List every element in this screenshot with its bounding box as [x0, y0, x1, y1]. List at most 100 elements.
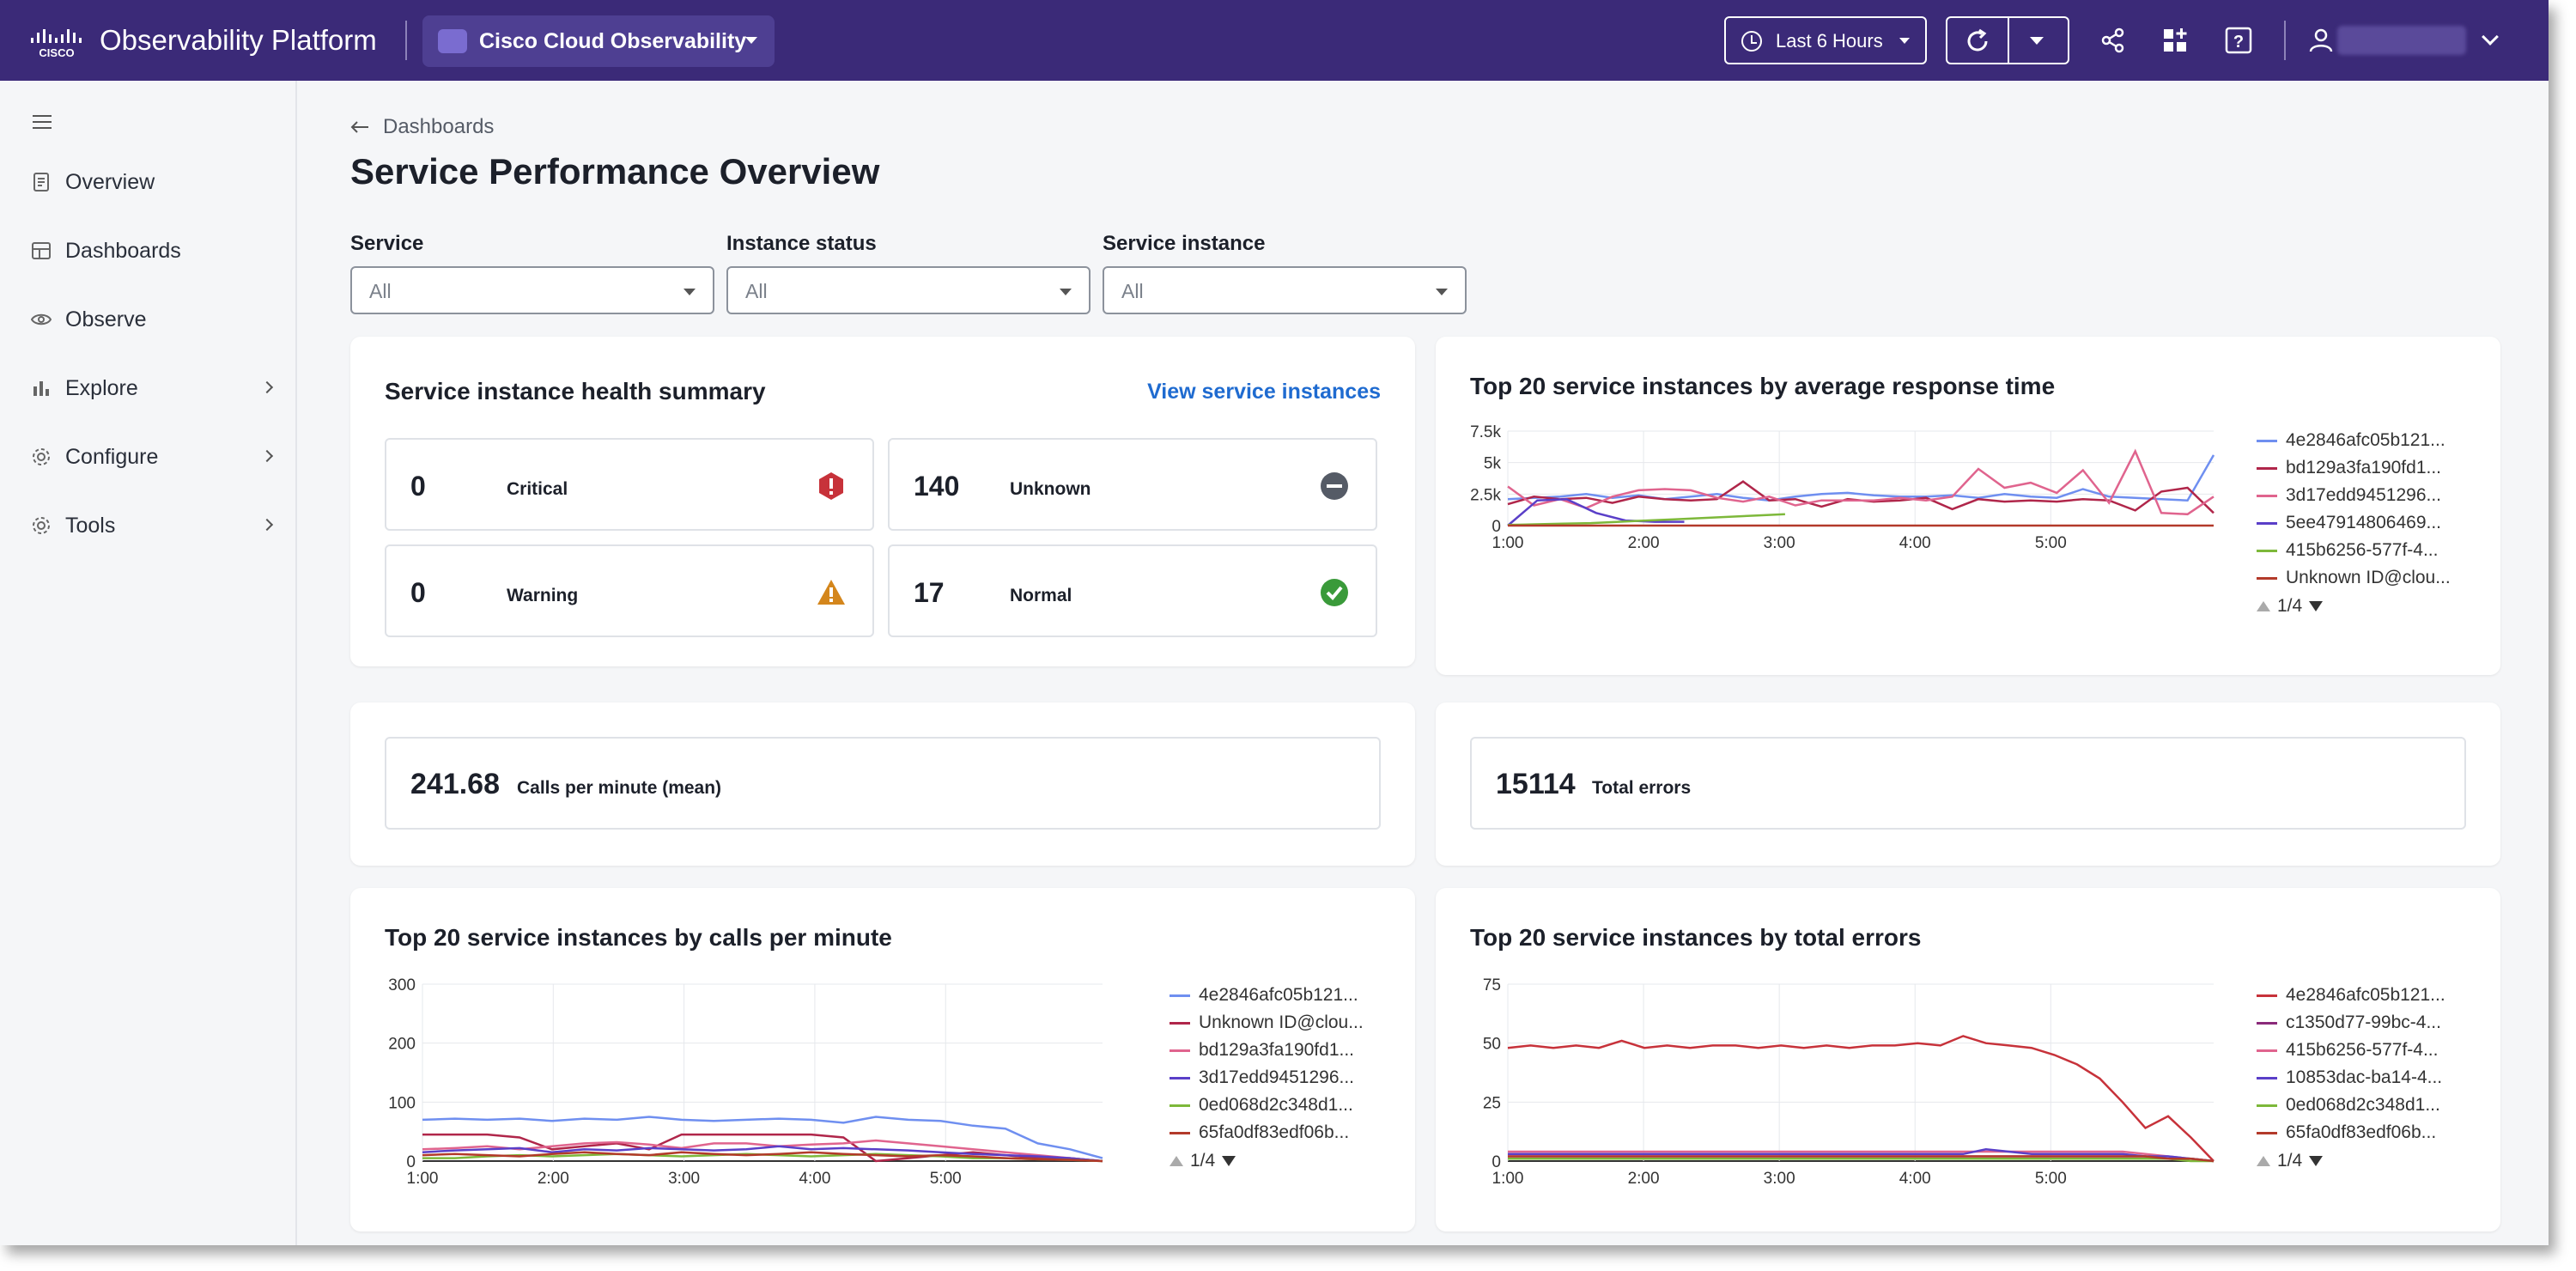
legend-swatch — [2257, 439, 2277, 442]
calls-per-minute-chart[interactable]: 0 100 200 300 1:00 2:00 3:00 4:00 5:00 — [376, 974, 1115, 1189]
series-line — [422, 1116, 1103, 1159]
health-tile-warning[interactable]: 0 Warning — [385, 544, 874, 637]
legend-label: 3d17edd9451296... — [2286, 485, 2442, 505]
legend-item[interactable]: 65fa0df83edf06b... — [2257, 1122, 2436, 1144]
warning-icon — [817, 580, 845, 605]
legend-swatch — [2257, 576, 2277, 580]
sidebar-item-overview[interactable]: Overview — [31, 165, 271, 199]
refresh-button[interactable] — [1946, 16, 2069, 64]
sidebar-item-configure[interactable]: Configure — [31, 440, 274, 474]
y-tick-label: 7.5k — [1470, 423, 1501, 441]
instance-status-filter-select[interactable]: All — [726, 266, 1091, 314]
health-tile-unknown[interactable]: 140 Unknown — [888, 438, 1377, 531]
series-line — [1507, 497, 1685, 526]
x-tick-label: 4:00 — [799, 1170, 830, 1188]
refresh-divider — [2008, 18, 2009, 63]
legend-item[interactable]: c1350d77-99bc-4... — [2257, 1012, 2441, 1034]
sidebar-item-observe[interactable]: Observe — [31, 302, 271, 337]
total-errors-chart[interactable]: 0 25 50 75 1:00 2:00 3:00 4:00 5:00 — [1461, 974, 2234, 1189]
service-filter-select[interactable]: All — [350, 266, 714, 314]
health-tile-critical[interactable]: 0 Critical — [385, 438, 874, 531]
filter-label-service-instance: Service instance — [1103, 232, 1266, 255]
legend-swatch — [2257, 549, 2277, 552]
legend-label: Unknown ID@clou... — [2286, 568, 2451, 587]
x-tick-label: 2:00 — [538, 1170, 569, 1188]
page-title: Service Performance Overview — [350, 151, 880, 192]
share-icon[interactable] — [2099, 26, 2128, 55]
legend-item[interactable]: Unknown ID@clou... — [1170, 1012, 1364, 1034]
chevron-right-icon — [260, 518, 274, 532]
legend-item[interactable]: 3d17edd9451296... — [1170, 1067, 1354, 1089]
legend-item[interactable]: 5ee47914806469... — [2257, 512, 2441, 534]
legend-label: 10853dac-ba14-4... — [2286, 1067, 2443, 1087]
legend-swatch — [2257, 1131, 2277, 1134]
normal-label: Normal — [1010, 586, 1072, 605]
sidebar-item-dashboards[interactable]: Dashboards — [31, 234, 271, 268]
legend-item[interactable]: 415b6256-577f-4... — [2257, 539, 2438, 562]
sidebar-item-explore[interactable]: Explore — [31, 371, 274, 405]
legend-next-icon[interactable] — [2309, 1156, 2324, 1166]
tenant-selector[interactable]: Cisco Cloud Observability — [422, 15, 775, 67]
legend-prev-icon[interactable] — [2257, 601, 2270, 611]
x-tick-label: 5:00 — [2035, 1170, 2067, 1188]
legend-item[interactable]: Unknown ID@clou... — [2257, 567, 2451, 589]
view-service-instances-link[interactable]: View service instances — [1147, 380, 1381, 404]
legend-item[interactable]: 4e2846afc05b121... — [2257, 429, 2445, 452]
legend-item[interactable]: 10853dac-ba14-4... — [2257, 1067, 2442, 1089]
legend-prev-icon[interactable] — [2257, 1156, 2270, 1166]
user-name[interactable]: user — [2337, 26, 2466, 55]
legend-swatch — [1170, 1104, 1190, 1107]
x-tick-label: 2:00 — [1628, 534, 1660, 551]
help-icon[interactable]: ? — [2224, 26, 2253, 55]
breadcrumb-dashboards[interactable]: Dashboards — [383, 115, 495, 138]
service-filter-value: All — [369, 280, 392, 302]
menu-icon[interactable] — [33, 115, 52, 129]
legend-item[interactable]: 0ed068d2c348d1... — [2257, 1094, 2440, 1116]
eye-icon — [31, 313, 52, 325]
user-icon[interactable] — [2306, 26, 2336, 55]
response-time-chart[interactable]: 0 2.5k 5k 7.5k 1:00 2:00 3:00 4:00 5:00 — [1461, 423, 2234, 551]
legend-pager: 1/4 — [2257, 596, 2324, 617]
legend-item[interactable]: 4e2846afc05b121... — [2257, 984, 2445, 1006]
tenant-label: Cisco Cloud Observability — [479, 29, 747, 53]
legend-swatch — [2257, 1104, 2277, 1107]
sidebar-item-label: Explore — [65, 375, 138, 400]
legend-item[interactable]: 415b6256-577f-4... — [2257, 1039, 2438, 1061]
breadcrumb[interactable]: Dashboards — [350, 115, 494, 139]
legend-item[interactable]: 4e2846afc05b121... — [1170, 984, 1358, 1006]
response-time-chart-card: Top 20 service instances by average resp… — [1436, 337, 2500, 675]
health-summary-card: Service instance health summary View ser… — [350, 337, 1415, 666]
errors-metric-box: 15114 Total errors — [1470, 737, 2466, 830]
legend-item[interactable]: 0ed068d2c348d1... — [1170, 1094, 1353, 1116]
chart-title: Top 20 service instances by calls per mi… — [385, 924, 892, 951]
chevron-down-icon[interactable] — [2482, 28, 2499, 46]
legend-label: 65fa0df83edf06b... — [2286, 1122, 2437, 1142]
x-tick-label: 1:00 — [1492, 1170, 1524, 1188]
y-tick-label: 50 — [1483, 1036, 1501, 1054]
time-range-button[interactable]: Last 6 Hours — [1724, 16, 1927, 64]
legend-label: bd129a3fa190fd1... — [2286, 458, 2442, 477]
legend-label: 65fa0df83edf06b... — [1199, 1122, 1350, 1142]
sidebar: Overview Dashboards Observe Explore Conf… — [0, 81, 297, 1245]
main-content: Dashboards Service Performance Overview … — [299, 81, 2549, 1245]
legend-item[interactable]: bd129a3fa190fd1... — [2257, 457, 2441, 479]
y-tick-label: 5k — [1484, 455, 1502, 473]
legend-next-icon[interactable] — [2309, 601, 2324, 611]
refresh-options-chevron-icon[interactable] — [2030, 37, 2044, 45]
legend-swatch — [1170, 1076, 1190, 1079]
health-tile-normal[interactable]: 17 Normal — [888, 544, 1377, 637]
legend-prev-icon[interactable] — [1170, 1156, 1183, 1166]
legend-item[interactable]: 65fa0df83edf06b... — [1170, 1122, 1349, 1144]
legend-next-icon[interactable] — [1222, 1156, 1236, 1166]
chart-legend: 4e2846afc05b121... Unknown ID@clou... bd12… — [1170, 984, 1393, 1199]
filter-label-instance-status: Instance status — [726, 232, 877, 255]
legend-item[interactable]: bd129a3fa190fd1... — [1170, 1039, 1354, 1061]
total-errors-label: Total errors — [1592, 778, 1692, 798]
legend-swatch — [2257, 1076, 2277, 1079]
add-widget-icon[interactable] — [2160, 26, 2190, 55]
sidebar-item-label: Observe — [65, 307, 147, 331]
gear-icon — [33, 448, 50, 465]
sidebar-item-tools[interactable]: Tools — [31, 508, 274, 543]
legend-item[interactable]: 3d17edd9451296... — [2257, 484, 2441, 507]
service-instance-filter-select[interactable]: All — [1103, 266, 1467, 314]
